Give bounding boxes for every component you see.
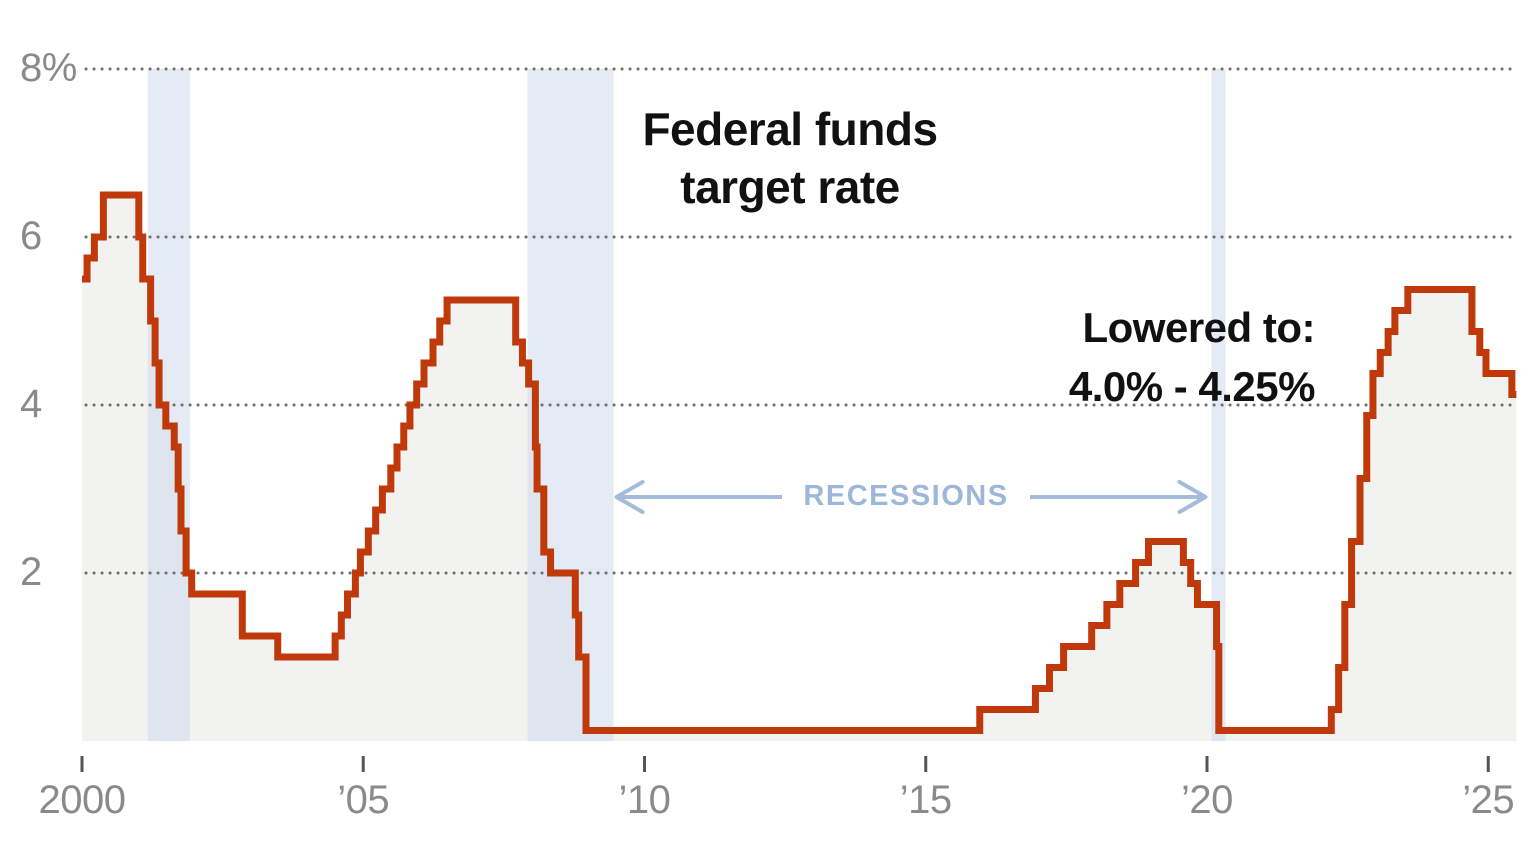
chart-title-line1: Federal funds (642, 103, 938, 155)
recession-arrow-right-head (1177, 480, 1208, 514)
rate-step-line (82, 191, 1517, 734)
annotation-line1: Lowered to: (1082, 304, 1316, 351)
x-axis-label: ’10 (618, 778, 671, 822)
y-axis-label: 4 (20, 382, 42, 426)
y-axis-label: 8% (20, 46, 77, 90)
chart-title-line2: target rate (680, 161, 900, 213)
x-axis-label: ’20 (1181, 778, 1233, 822)
recession-arrow-left-head (614, 480, 645, 514)
y-axis-label: 6 (20, 214, 42, 258)
x-axis-label: ’05 (337, 778, 390, 822)
chart-title: Federal funds target rate (540, 100, 1040, 216)
recessions-label: RECESSIONS (803, 480, 1009, 512)
x-axis-ticks-layer (80, 756, 1490, 772)
y-axis-label: 2 (20, 550, 42, 594)
gridlines-layer (84, 67, 1518, 575)
rate-step-line-layer (82, 191, 1517, 734)
annotation-line2: 4.0% - 4.25% (1068, 363, 1316, 410)
x-axis-label: 2000 (38, 778, 126, 822)
recession-arrows-layer (614, 480, 1208, 514)
x-axis-label: ’15 (899, 778, 952, 822)
x-axis-label: ’25 (1462, 778, 1515, 822)
lowered-to-annotation: Lowered to: 4.0% - 4.25% (980, 298, 1316, 416)
